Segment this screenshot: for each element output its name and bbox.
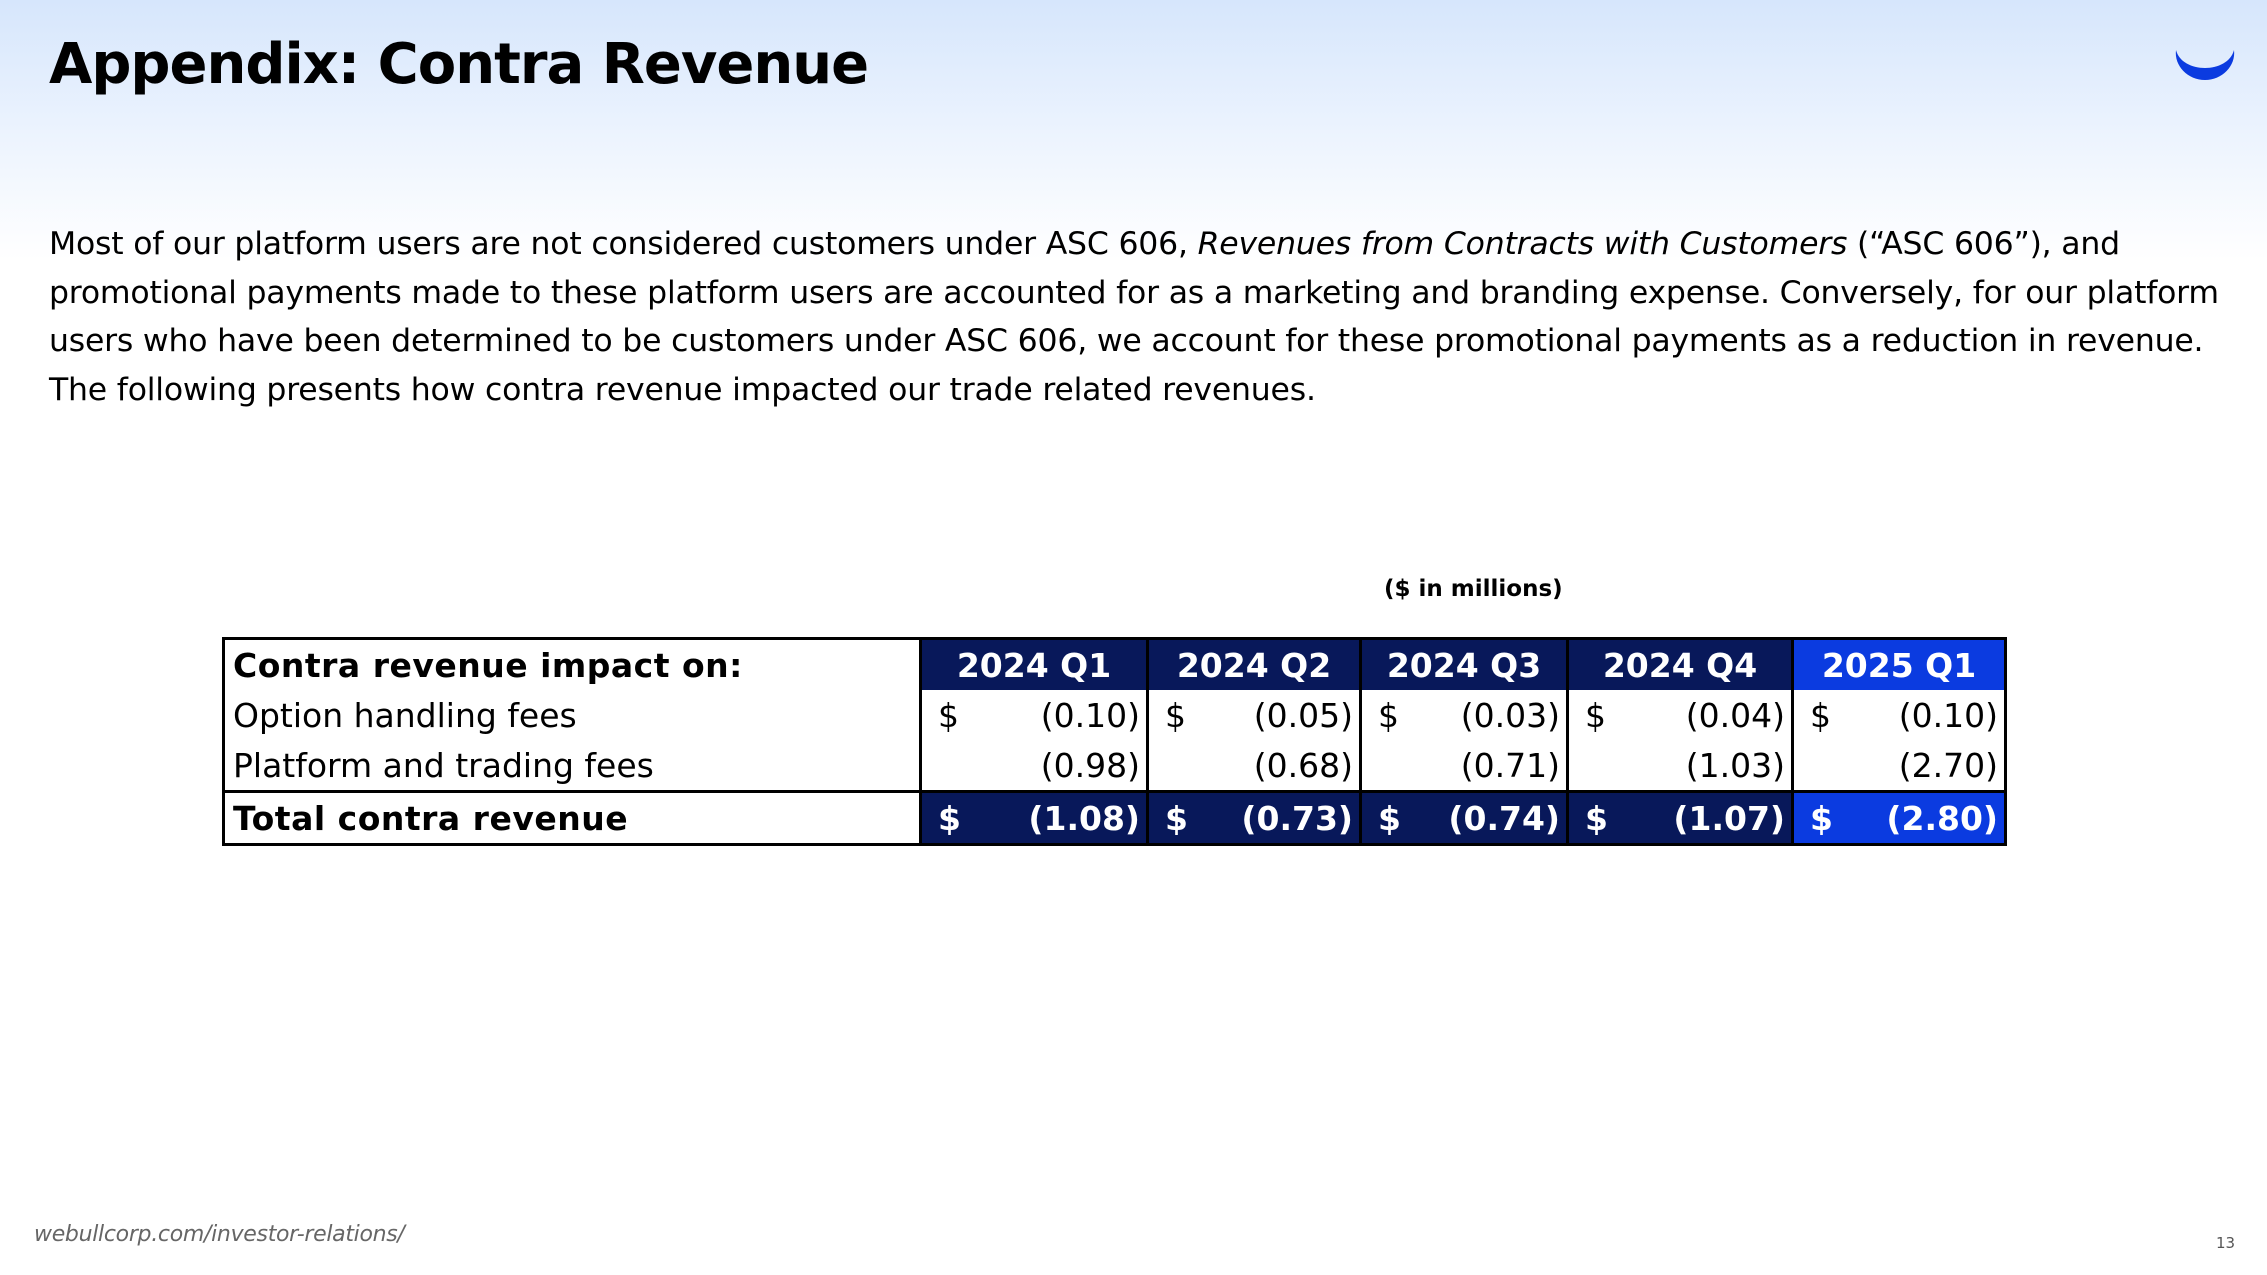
currency-symbol: $ — [938, 798, 961, 838]
table-total-row: Total contra revenue $ (1.08) $ (0.73) $ (0… — [222, 790, 2007, 846]
cell-value: (0.10) — [1040, 695, 1140, 735]
cell-value: (0.71) — [1460, 745, 1560, 785]
cell-value: (2.70) — [1898, 745, 1998, 785]
table-header-label: Contra revenue impact on: — [222, 637, 922, 690]
table-cell: $ (0.03) — [1359, 690, 1569, 740]
row-label: Option handling fees — [222, 690, 922, 740]
intro-standard-title: Revenues from Contracts with Customers — [1197, 226, 1848, 262]
column-header: 2024 Q4 — [1566, 637, 1794, 690]
table-cell: (0.68) — [1146, 740, 1362, 792]
currency-symbol: $ — [1585, 798, 1608, 838]
row-label: Platform and trading fees — [222, 740, 922, 792]
table-cell: $ (0.10) — [919, 690, 1149, 740]
cell-value: (0.10) — [1898, 695, 1998, 735]
units-note: ($ in millions) — [1384, 576, 1563, 602]
table-cell: $ (0.05) — [1146, 690, 1362, 740]
total-cell-highlighted: $ (2.80) — [1791, 790, 2007, 846]
intro-text-2: (“ASC 606”), and promotional payments ma… — [49, 226, 2219, 408]
page-title: Appendix: Contra Revenue — [49, 32, 869, 97]
table-cell: $ (0.04) — [1566, 690, 1794, 740]
total-value: (1.07) — [1673, 798, 1785, 838]
column-header: 2024 Q1 — [919, 637, 1149, 690]
table-cell: (0.71) — [1359, 740, 1569, 792]
currency-symbol: $ — [1378, 798, 1401, 838]
cell-value: (1.03) — [1685, 745, 1785, 785]
total-label: Total contra revenue — [222, 790, 922, 846]
total-cell: $ (1.07) — [1566, 790, 1794, 846]
footer-url-link[interactable]: webullcorp.com/investor-relations/ — [34, 1222, 405, 1247]
webull-smile-logo-icon — [2175, 50, 2235, 80]
currency-symbol: $ — [938, 695, 959, 735]
table-row: Option handling fees $ (0.10) $ (0.05) $ (0… — [222, 690, 2007, 740]
total-cell: $ (1.08) — [919, 790, 1149, 846]
cell-value: (0.05) — [1253, 695, 1353, 735]
table-row: Platform and trading fees (0.98) (0.68) … — [222, 740, 2007, 792]
total-value: (0.74) — [1448, 798, 1560, 838]
intro-paragraph: Most of our platform users are not consi… — [49, 220, 2229, 414]
table-header-row: Contra revenue impact on: 2024 Q1 2024 Q… — [222, 637, 2007, 690]
currency-symbol: $ — [1810, 798, 1833, 838]
cell-value: (0.04) — [1685, 695, 1785, 735]
currency-symbol: $ — [1378, 695, 1399, 735]
intro-text-1: Most of our platform users are not consi… — [49, 226, 1198, 262]
table-cell: (0.98) — [919, 740, 1149, 792]
cell-value: (0.68) — [1253, 745, 1353, 785]
cell-value: (0.98) — [1040, 745, 1140, 785]
column-header-highlighted: 2025 Q1 — [1791, 637, 2007, 690]
total-cell: $ (0.74) — [1359, 790, 1569, 846]
total-value: (1.08) — [1028, 798, 1140, 838]
currency-symbol: $ — [1165, 695, 1186, 735]
currency-symbol: $ — [1810, 695, 1831, 735]
table-cell: $ (0.10) — [1791, 690, 2007, 740]
column-header: 2024 Q2 — [1146, 637, 1362, 690]
total-value: (0.73) — [1241, 798, 1353, 838]
currency-symbol: $ — [1585, 695, 1606, 735]
total-value: (2.80) — [1886, 798, 1998, 838]
currency-symbol: $ — [1165, 798, 1188, 838]
table-cell: (2.70) — [1791, 740, 2007, 792]
page-number: 13 — [2216, 1234, 2236, 1252]
contra-revenue-table: Contra revenue impact on: 2024 Q1 2024 Q… — [222, 637, 2007, 846]
table-cell: (1.03) — [1566, 740, 1794, 792]
cell-value: (0.03) — [1460, 695, 1560, 735]
column-header: 2024 Q3 — [1359, 637, 1569, 690]
total-cell: $ (0.73) — [1146, 790, 1362, 846]
